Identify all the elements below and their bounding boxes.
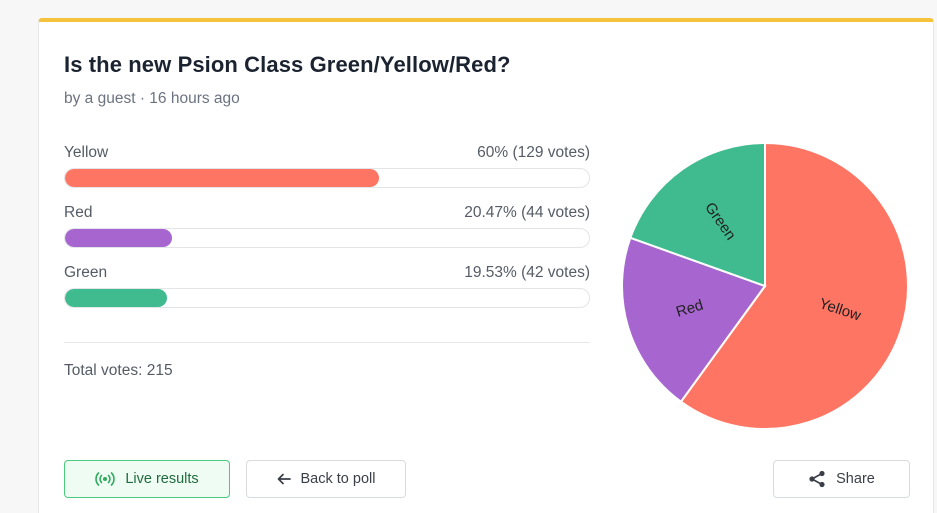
result-stat: 19.53% (42 votes) bbox=[464, 264, 590, 281]
result-bar-track bbox=[64, 288, 590, 308]
result-bar-fill bbox=[65, 229, 173, 247]
result-label: Yellow bbox=[64, 144, 109, 161]
share-button[interactable]: Share bbox=[773, 460, 910, 498]
result-bar-track bbox=[64, 168, 590, 188]
total-votes: Total votes: 215 bbox=[64, 362, 173, 379]
arrow-left-icon bbox=[277, 473, 291, 485]
live-results-button[interactable]: Live results bbox=[64, 460, 230, 498]
pie-slice-red bbox=[621, 236, 767, 404]
live-results-label: Live results bbox=[125, 471, 199, 487]
pie-slice-yellow bbox=[679, 141, 909, 430]
result-label: Green bbox=[64, 264, 108, 281]
divider bbox=[64, 342, 590, 343]
result-bar-track bbox=[64, 228, 590, 248]
share-icon bbox=[808, 470, 826, 488]
poll-byline: by a guest · 16 hours ago bbox=[64, 90, 240, 107]
result-bar-fill bbox=[65, 169, 380, 187]
broadcast-icon bbox=[95, 471, 116, 487]
share-label: Share bbox=[836, 471, 875, 487]
result-row-green: Green 19.53% (42 votes) bbox=[64, 264, 590, 324]
poll-title: Is the new Psion Class Green/Yellow/Red? bbox=[64, 52, 511, 77]
pie-slice-green bbox=[629, 141, 766, 288]
result-row-red: Red 20.47% (44 votes) bbox=[64, 204, 590, 264]
result-row-yellow: Yellow 60% (129 votes) bbox=[64, 144, 590, 204]
results-list: Yellow 60% (129 votes) Red 20.47% (44 vo… bbox=[64, 144, 590, 324]
result-bar-fill bbox=[65, 289, 168, 307]
poll-card: Is the new Psion Class Green/Yellow/Red?… bbox=[38, 18, 934, 513]
result-label: Red bbox=[64, 204, 93, 221]
back-to-poll-label: Back to poll bbox=[300, 471, 376, 487]
result-stat: 60% (129 votes) bbox=[477, 144, 590, 161]
result-stat: 20.47% (44 votes) bbox=[464, 204, 590, 221]
back-to-poll-button[interactable]: Back to poll bbox=[246, 460, 406, 498]
